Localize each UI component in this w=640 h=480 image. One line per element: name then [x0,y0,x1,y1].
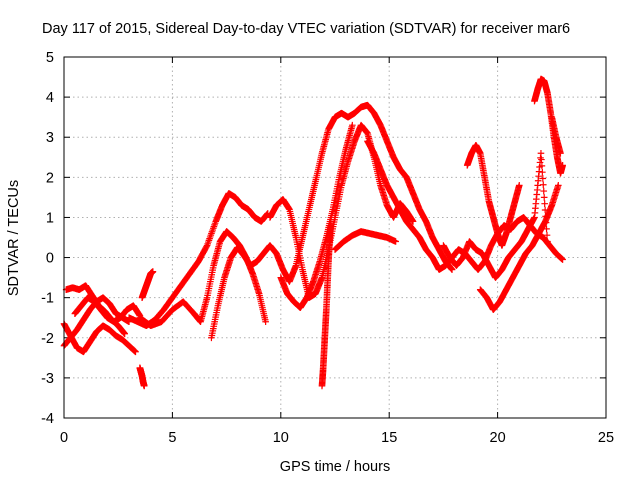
series-arc-3 [60,294,133,350]
series-arc-11 [277,121,356,311]
y-tick-label: -3 [41,371,54,387]
data-point [559,162,566,169]
y-axis-ticks: -4 -3 -2 -1 0 1 2 3 4 5 [41,50,606,427]
series-arc-15 [463,141,523,249]
series-arc-7 [125,190,272,330]
data-point [132,348,139,356]
data-point [327,222,334,229]
data-point [541,206,549,214]
y-tick-label: 4 [46,90,54,106]
series-arc-5 [136,364,148,390]
data-point [448,266,456,273]
data-point [121,330,129,338]
y-tick-label: 0 [46,251,54,267]
y-tick-label: -1 [41,291,54,307]
data-point [544,238,551,245]
data-point [542,219,550,226]
data-point [539,168,546,176]
data-point [541,200,548,207]
data-points [60,75,566,390]
data-point [540,187,548,195]
data-point [543,231,551,239]
series-arc-8 [136,228,269,330]
data-point [559,256,566,263]
series-arc-13 [331,228,400,253]
y-tick-label: 2 [46,170,54,186]
x-tick-label: 0 [60,430,68,446]
data-point [557,149,564,157]
series-arc-12 [318,222,334,390]
data-point [409,218,417,225]
y-tick-label: -4 [41,411,54,427]
data-point [515,182,523,189]
y-axis-label: SDTVAR / TECUs [6,180,22,296]
y-tick-label: 5 [46,50,54,66]
series-arc-10 [266,121,417,301]
data-point [539,175,547,182]
y-tick-label: 1 [46,210,54,226]
y-tick-label: -2 [41,331,54,347]
series-arc-6 [138,268,157,301]
data-point [149,268,157,275]
series-arc-18 [548,113,564,157]
y-tick-label: 3 [46,130,54,146]
x-axis-label: GPS time / hours [280,459,390,475]
x-tick-label: 10 [273,430,289,446]
data-point [538,162,546,170]
chart-title: Day 117 of 2015, Sidereal Day-to-day VTE… [42,21,570,37]
data-point [349,121,356,129]
series-arc-17 [531,75,566,177]
series-arc-19 [440,149,551,281]
series-arc-16 [476,182,562,313]
data-point [542,212,549,220]
series-arc-9 [208,101,456,342]
series-arc-4 [71,294,144,326]
x-tick-label: 20 [490,430,506,446]
data-point [140,382,148,390]
data-point [392,238,400,245]
data-point [543,225,550,233]
series-arc-2 [62,282,129,338]
x-tick-label: 15 [381,430,397,446]
x-tick-label: 25 [598,430,614,446]
x-tick-label: 5 [168,430,176,446]
data-point [539,181,547,189]
data-point [540,194,548,201]
data-point [538,156,545,163]
data-point [537,149,545,157]
plot-frame [63,56,607,419]
data-point [203,243,210,250]
data-point [262,318,269,326]
series-arc-1 [60,320,139,356]
data-point [555,182,562,189]
